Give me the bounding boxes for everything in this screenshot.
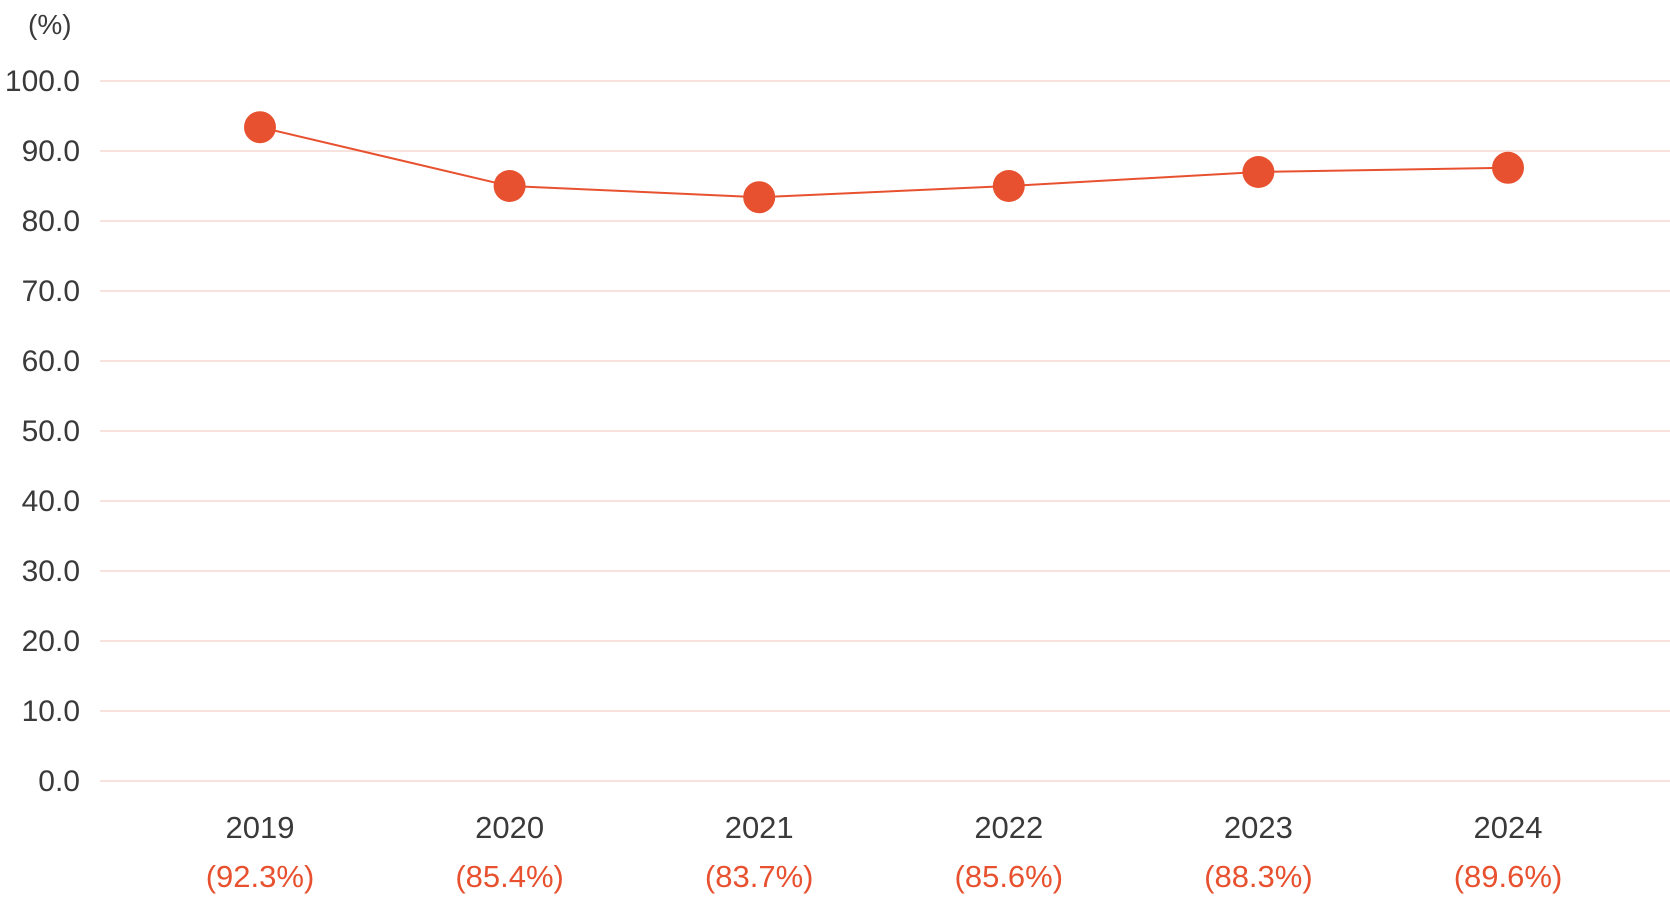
y-axis-ticks: 0.0 10.0 20.0 30.0 40.0 50.0 60.0 70.0 80.0 90.0 1… [5,65,80,798]
data-point [1492,151,1524,184]
data-point [743,181,776,214]
series-line [259,126,1509,199]
y-tick-label: 40.0 [22,485,80,518]
y-tick-label: 80.0 [22,205,80,238]
x-tick-sublabel: (89.6%) [1454,859,1563,894]
y-axis-unit-label: (%) [28,9,72,40]
x-tick-label: 2022 [974,810,1043,845]
data-point [244,111,276,144]
y-tick-label: 90.0 [22,135,80,168]
y-tick-label: 100.0 [5,65,80,98]
x-tick-label: 2024 [1474,810,1543,845]
y-tick-label: 60.0 [22,345,80,378]
data-point [992,170,1025,202]
x-tick-sublabel: (88.3%) [1204,859,1313,894]
x-tick-sublabel: (92.3%) [206,859,315,894]
series-group [244,111,1524,214]
x-tick-label: 2021 [725,810,794,845]
x-tick-sublabel: (85.4%) [455,859,564,894]
x-tick-sublabel: (85.6%) [955,859,1064,894]
y-tick-label: 30.0 [22,555,80,588]
x-tick-label: 2020 [475,810,544,845]
y-tick-label: 50.0 [22,415,80,448]
y-tick-label: 20.0 [22,625,80,658]
x-tick-sublabel: (83.7%) [705,859,814,894]
y-tick-label: 10.0 [22,695,80,728]
data-point [1242,156,1275,188]
x-tick-label: 2019 [226,810,295,845]
y-tick-label: 0.0 [38,765,80,798]
gridlines [100,80,1670,782]
x-tick-label: 2023 [1224,810,1293,845]
x-axis-labels: 2019 (92.3%) 2020 (85.4%) 2021 (83.7%) 2022 (85… [206,810,1563,894]
data-point [493,170,526,202]
y-tick-label: 70.0 [22,275,80,308]
